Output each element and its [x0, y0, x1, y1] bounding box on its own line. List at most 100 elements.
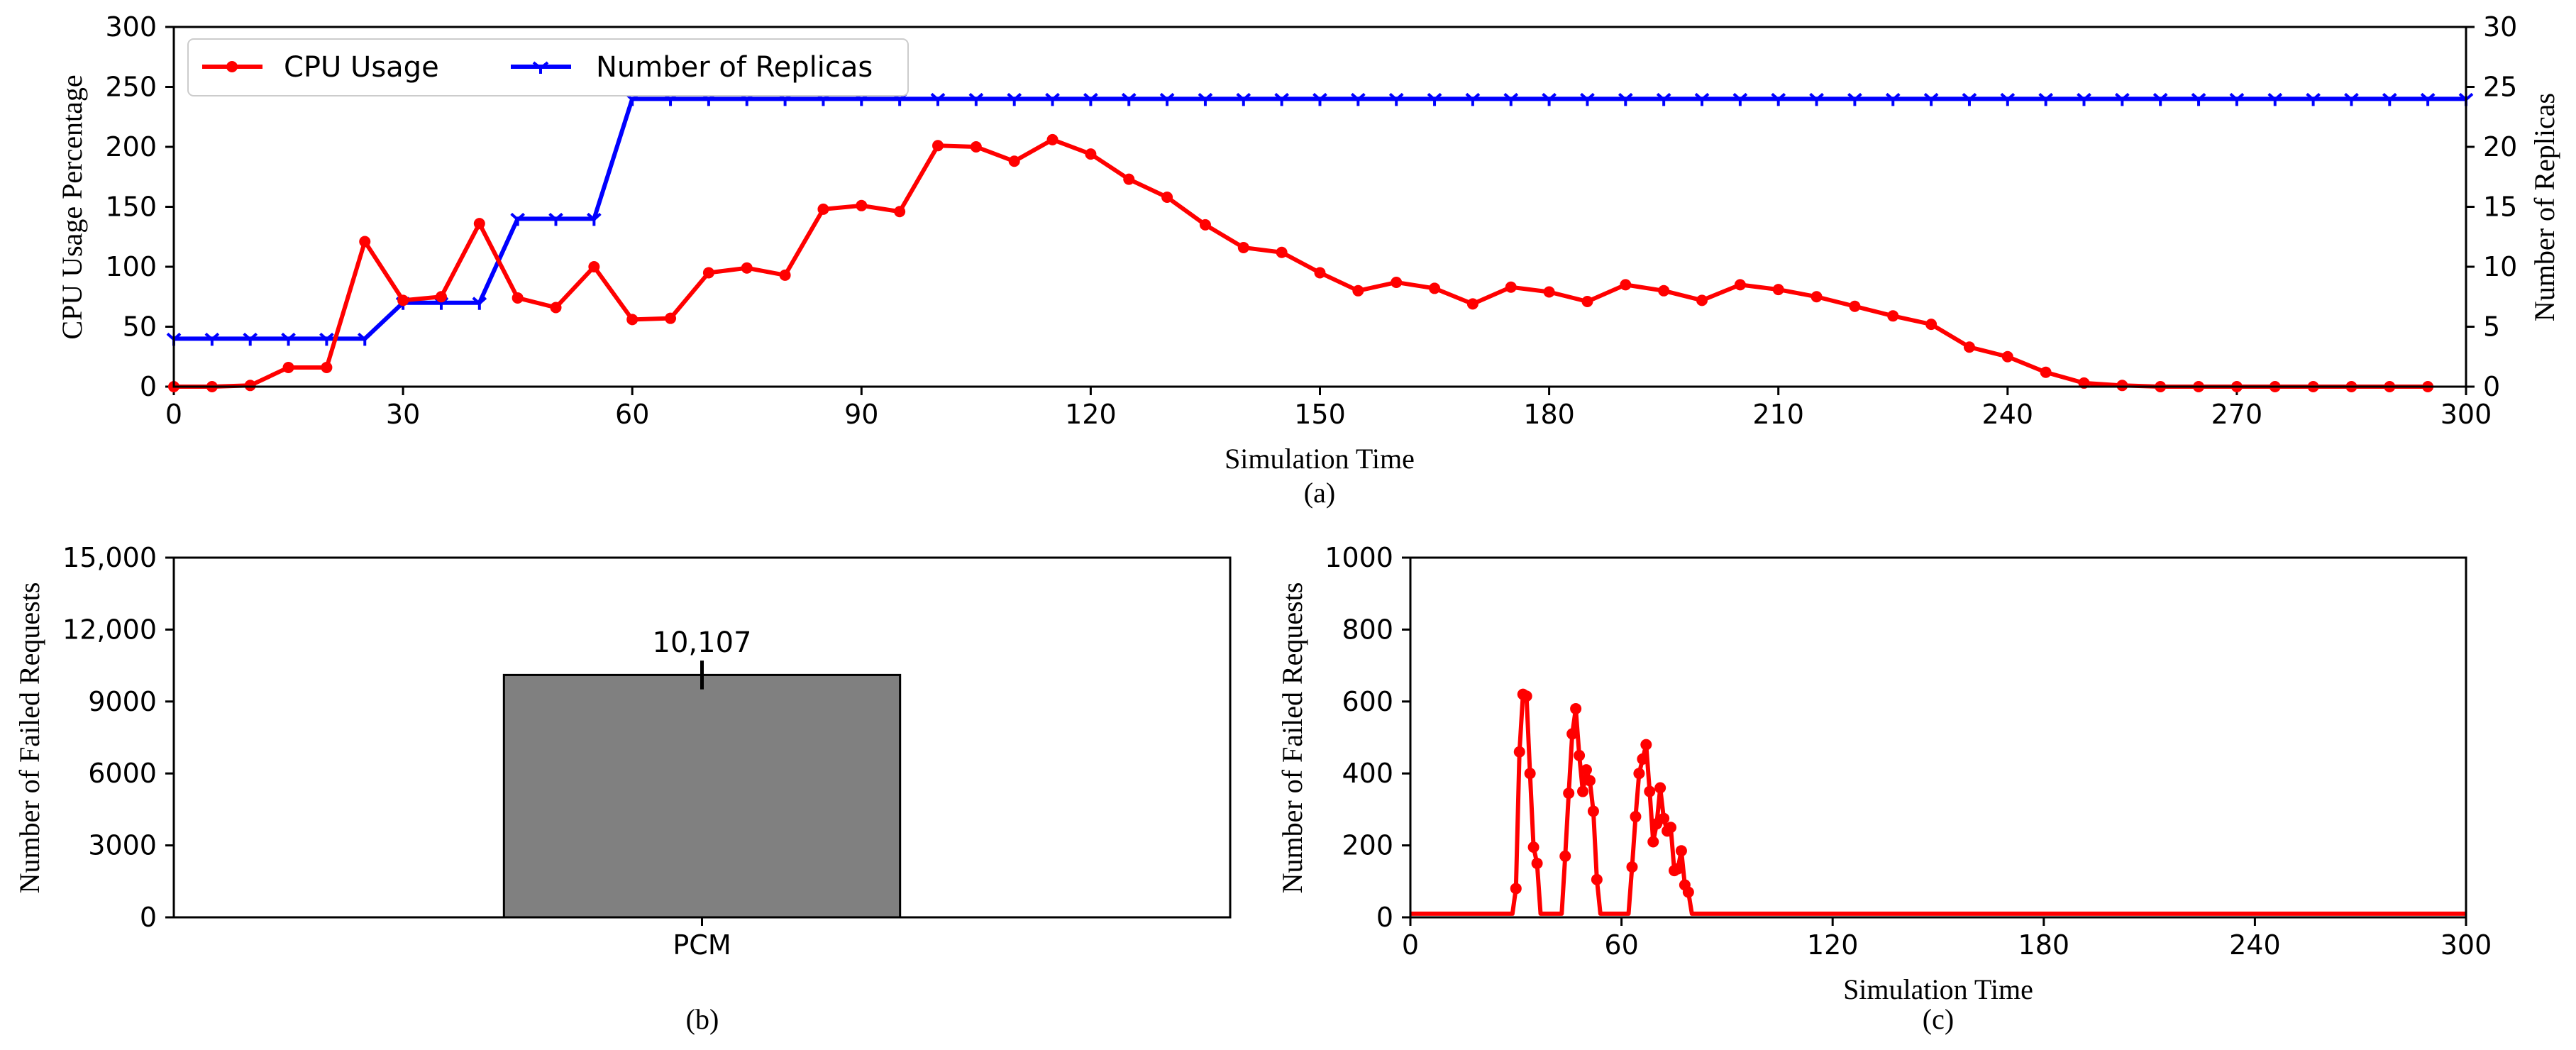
cpu-usage-point	[1658, 284, 1670, 297]
cpu-usage-point	[512, 292, 524, 304]
cpu-usage-point	[702, 267, 714, 279]
panel-a-x-tick-label: 300	[2440, 399, 2492, 430]
cpu-usage-point	[856, 199, 868, 211]
bar-data-label: 10,107	[653, 626, 752, 659]
cpu-usage-point	[779, 269, 791, 281]
replicas-marker	[1312, 92, 1327, 106]
panel-a-x-tick-label: 0	[165, 399, 182, 430]
panel-b-x-tick-label: PCM	[673, 929, 731, 961]
replicas-marker	[510, 212, 525, 226]
panel-a-right-y-tick-label: 10	[2483, 251, 2517, 282]
bar-pcm	[502, 673, 902, 919]
panel-a-x-tick-label: 90	[844, 399, 878, 430]
cpu-usage-point	[1314, 267, 1326, 279]
replicas-marker	[1351, 92, 1366, 106]
cpu-usage-point	[2116, 380, 2128, 392]
failed-requests-point	[1513, 746, 1525, 758]
failed-requests-point	[1570, 702, 1582, 714]
cpu-usage-point	[321, 361, 333, 373]
failed-requests-point	[1591, 873, 1603, 885]
panel-a-x-tick-label: 270	[2211, 399, 2263, 430]
replicas-series	[166, 92, 2474, 346]
panel-b-y-axis-label: Number of Failed Requests	[13, 582, 45, 894]
panel-b-y-tick-label: 12,000	[62, 614, 157, 645]
panel-b-bars: 10,107	[502, 626, 902, 919]
panel-a-x-tick-label: 120	[1065, 399, 1117, 430]
cpu-usage-point	[1352, 284, 1364, 297]
cpu-usage-point	[244, 380, 256, 392]
replicas-marker	[1083, 92, 1098, 106]
cpu-usage-point	[588, 261, 600, 272]
panel-a-left-y-tick-label: 50	[123, 311, 157, 343]
panel-a-x-tick-label: 150	[1294, 399, 1346, 430]
panel-c-x-tick-label: 180	[2018, 929, 2070, 961]
replicas-marker	[1885, 92, 1901, 106]
replicas-marker	[2077, 92, 2091, 106]
cpu-usage-point	[894, 206, 906, 218]
failed-requests-point	[1637, 753, 1649, 765]
replicas-marker	[1427, 92, 1442, 106]
legend-replicas-marker	[532, 61, 549, 74]
failed-requests-point	[1581, 764, 1592, 776]
cpu-usage-point	[1123, 173, 1135, 185]
panel-c-caption: (c)	[1923, 1003, 1954, 1035]
cpu-usage-point	[359, 236, 371, 248]
replicas-marker	[1580, 92, 1595, 106]
replicas-marker	[1198, 92, 1213, 106]
panel-c-y-tick-label: 600	[1342, 686, 1393, 717]
replicas-marker	[243, 332, 258, 346]
panel-a-x-tick-label: 210	[1752, 399, 1804, 430]
cpu-usage-point	[1161, 191, 1173, 203]
legend-cpu-marker	[226, 61, 238, 72]
panel-c-y-tick-label: 200	[1342, 830, 1393, 861]
panel-b-y-tick-label: 9000	[88, 686, 157, 717]
panel-b-frame	[172, 556, 1232, 919]
panel-c-x-tick-label: 240	[2229, 929, 2281, 961]
failed-requests-point	[1671, 863, 1684, 875]
panel-a-legend: CPU Usage Number of Replicas	[187, 38, 909, 96]
panel-c-y-tick-label: 0	[1376, 902, 1393, 933]
replicas-marker	[2191, 92, 2206, 106]
panel-a-frame	[172, 26, 2467, 388]
cpu-usage-point	[1849, 300, 1861, 312]
replicas-marker	[1007, 92, 1022, 106]
cpu-usage-point	[817, 203, 829, 215]
cpu-usage-point	[626, 314, 639, 326]
panel-c-axes-ticks: 0 60 120 180 240 300 0 200 400 600 800 1000	[1325, 542, 2492, 961]
replicas-marker	[1274, 92, 1289, 106]
panel-c-x-tick-label: 300	[2440, 929, 2492, 961]
failed-requests-point	[1640, 739, 1652, 751]
replicas-marker	[1503, 92, 1519, 106]
failed-requests-point	[1647, 836, 1659, 848]
cpu-usage-point	[1581, 296, 1593, 308]
replicas-marker	[2267, 92, 2283, 106]
panel-a-x-axis-label: Simulation Time	[1225, 443, 1415, 475]
failed-requests-point	[1626, 861, 1638, 873]
replicas-marker	[2152, 92, 2168, 106]
replicas-marker	[1923, 92, 1939, 106]
cpu-usage-point	[1429, 282, 1441, 294]
replicas-marker	[1465, 92, 1481, 106]
panel-b-y-tick-label: 3000	[88, 830, 157, 861]
replicas-marker	[1656, 92, 1671, 106]
failed-requests-point	[1577, 785, 1589, 797]
cpu-usage-point	[282, 361, 294, 373]
failed-requests-point	[1510, 883, 1522, 895]
replicas-marker	[204, 332, 220, 346]
replicas-marker	[1847, 92, 1862, 106]
panel-a-left-y-tick-label: 0	[140, 371, 157, 402]
panel-c-x-axis-label: Simulation Time	[1843, 973, 2033, 1005]
cpu-usage-point	[550, 302, 562, 314]
panel-c-frame	[1409, 556, 2467, 919]
failed-requests-point	[1644, 785, 1656, 797]
legend-swatch-replicas	[511, 61, 571, 74]
panel-c-y-tick-label: 400	[1342, 758, 1393, 789]
replicas-marker	[472, 297, 487, 310]
cpu-usage-point	[1772, 284, 1784, 296]
panel-a-x-tick-label: 180	[1523, 399, 1575, 430]
panel-b-y-tick-label: 0	[140, 902, 157, 933]
failed-requests-point	[1630, 811, 1642, 823]
failed-requests-point	[1658, 812, 1670, 824]
panel-a-left-y-tick-label: 300	[105, 11, 157, 43]
cpu-usage-point	[473, 218, 485, 230]
